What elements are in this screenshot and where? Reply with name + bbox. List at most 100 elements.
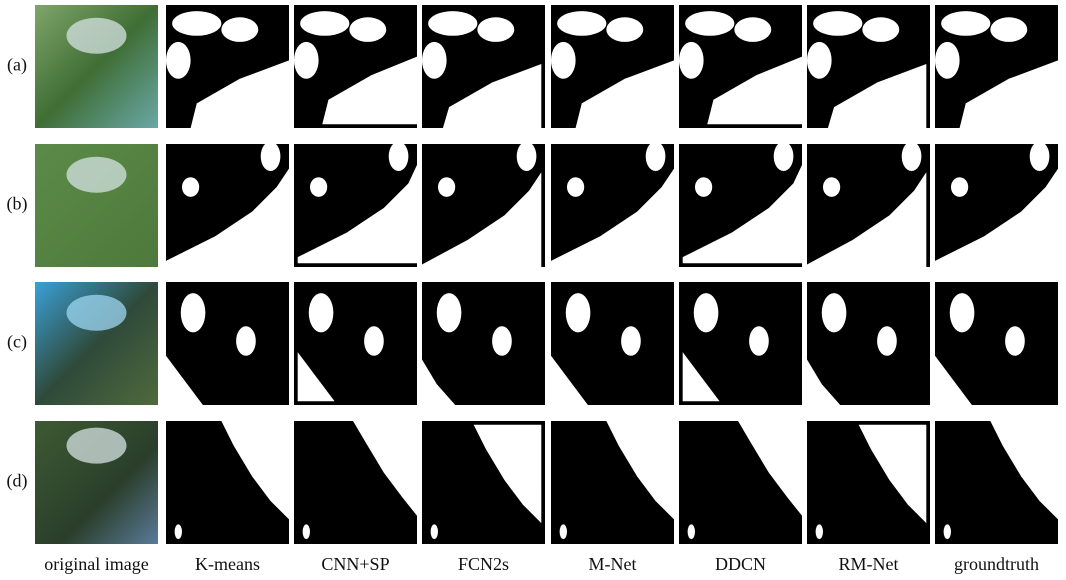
mask-blob — [551, 41, 576, 79]
mask-blob — [180, 293, 206, 333]
mask-region — [807, 172, 927, 267]
mask — [551, 5, 674, 128]
mask-blob — [174, 524, 182, 540]
mask-blob — [941, 11, 991, 36]
cloud — [66, 156, 127, 193]
cloud — [66, 17, 127, 54]
mask-region — [551, 355, 588, 405]
mask-region — [551, 168, 674, 267]
mask-blob — [565, 293, 591, 333]
column-label: FCN2s — [458, 554, 509, 574]
cloud — [66, 427, 127, 464]
mask-region — [166, 355, 203, 405]
image-grid — [35, 5, 1058, 544]
mask-blob — [813, 11, 863, 36]
mask-blob — [309, 177, 328, 197]
mask-blob — [877, 326, 897, 356]
mask — [294, 282, 417, 405]
mask — [551, 282, 674, 405]
mask-blob — [949, 293, 975, 333]
mask-region — [738, 421, 802, 516]
mask-blob — [437, 177, 456, 197]
mask-region — [575, 60, 674, 128]
mask-blob — [302, 524, 310, 540]
cloud — [66, 294, 127, 331]
mask — [166, 421, 289, 544]
mask-region — [935, 168, 1058, 267]
mask-blob — [901, 141, 922, 172]
mask — [551, 141, 674, 267]
mask-blob — [557, 11, 607, 36]
mask-region — [221, 421, 289, 520]
mask-blob — [364, 326, 384, 356]
mask-blob — [606, 17, 644, 42]
mask-region — [297, 352, 335, 402]
column-label: DDCN — [715, 554, 766, 574]
mask-blob — [935, 41, 960, 79]
mask-blob — [300, 11, 350, 36]
mask — [935, 421, 1058, 544]
column-label: M-Net — [589, 554, 637, 574]
mask-region — [473, 424, 542, 524]
mask-region — [422, 172, 542, 267]
mask-blob — [294, 41, 319, 79]
mask-region — [422, 359, 456, 405]
mask-blob — [990, 17, 1028, 42]
mask — [294, 421, 417, 544]
mask-blob — [428, 11, 478, 36]
mask-blob — [236, 326, 256, 356]
mask — [679, 141, 802, 267]
mask-blob — [308, 293, 334, 333]
mask-blob — [166, 41, 191, 79]
mask-blob — [621, 326, 641, 356]
mask-blob — [492, 326, 512, 356]
mask — [807, 5, 930, 128]
mask — [166, 5, 289, 128]
mask-blob — [773, 141, 794, 172]
column-label: groundtruth — [954, 554, 1039, 574]
mask-blob — [694, 177, 713, 197]
mask — [294, 141, 417, 267]
mask-region — [442, 64, 542, 128]
row-label: (c) — [7, 332, 27, 353]
mask-region — [990, 421, 1058, 520]
mask-blob — [221, 17, 259, 42]
mask-blob — [430, 524, 438, 540]
mask-blob — [1029, 141, 1050, 172]
mask-blob — [685, 11, 735, 36]
mask-blob — [749, 326, 769, 356]
mask — [166, 282, 289, 405]
mask-region — [297, 164, 417, 264]
mask-region — [959, 60, 1058, 128]
mask-blob — [181, 177, 200, 197]
mask — [422, 282, 545, 405]
mask — [935, 141, 1058, 267]
mask — [679, 282, 802, 405]
mask — [935, 282, 1058, 405]
mask-region — [707, 56, 802, 125]
mask-blob — [349, 17, 387, 42]
mask — [422, 5, 545, 128]
mask — [166, 141, 289, 267]
column-label: CNN+SP — [321, 554, 389, 574]
mask-region — [807, 359, 841, 405]
mask-blob — [260, 141, 281, 172]
mask-region — [858, 424, 927, 524]
mask-blob — [388, 141, 409, 172]
mask — [551, 421, 674, 544]
mask — [935, 5, 1058, 128]
mask-blob — [436, 293, 462, 333]
mask-blob — [950, 177, 969, 197]
mask-blob — [566, 177, 585, 197]
row-label: (a) — [7, 55, 27, 76]
mask — [679, 421, 802, 544]
mask — [679, 5, 802, 128]
column-label: original image — [44, 554, 148, 574]
mask — [807, 421, 930, 544]
column-label: RM-Net — [839, 554, 899, 574]
mask-region — [190, 60, 289, 128]
mask-blob — [645, 141, 666, 172]
mask — [807, 282, 930, 405]
mask-blob — [516, 141, 537, 172]
